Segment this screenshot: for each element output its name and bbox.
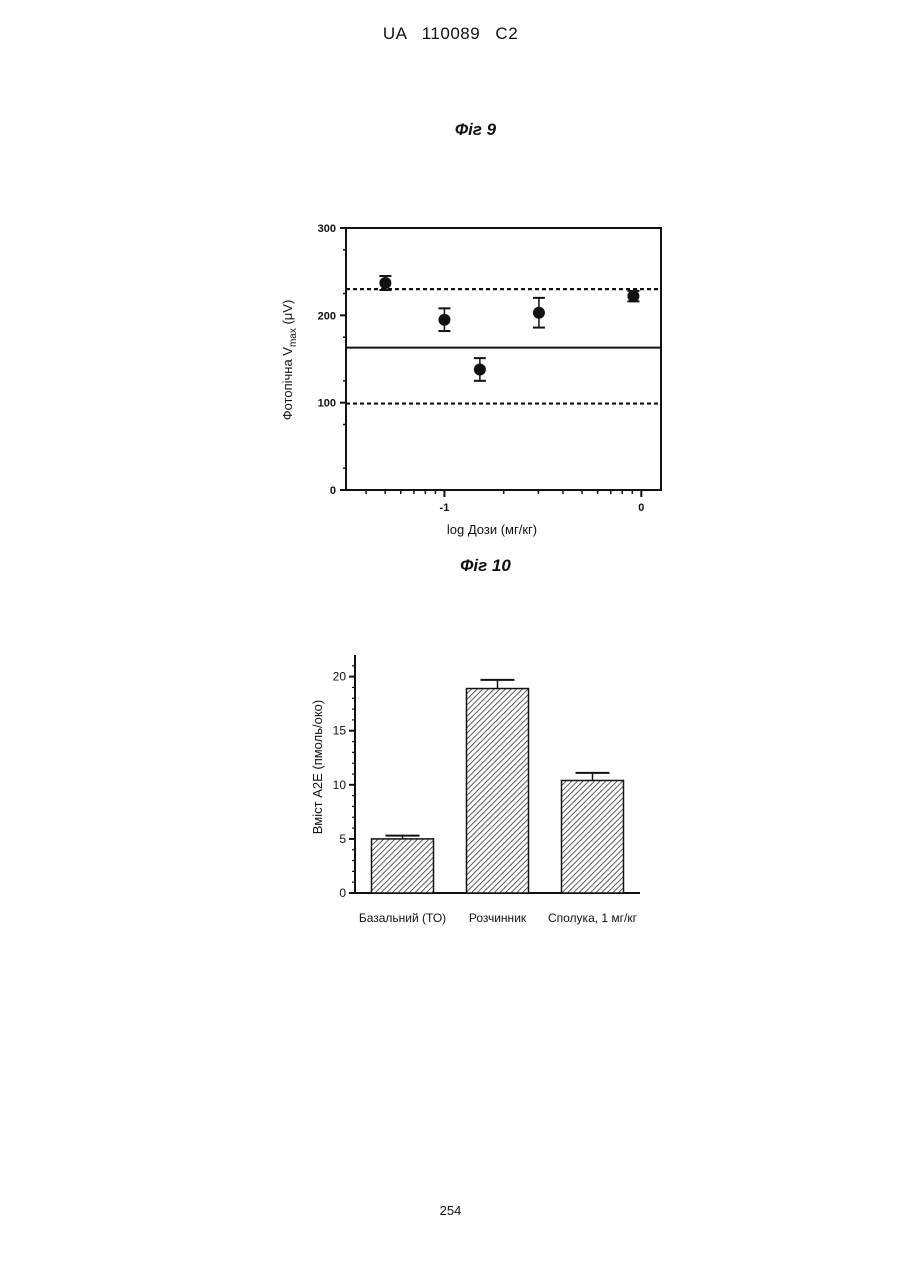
figure-9-scatter-chart: 0 100 200 300 -1 0 Фотопічна Vmax (μV) log Д… [270, 210, 680, 545]
data-point [533, 307, 545, 319]
x-tick-label: 0 [638, 502, 644, 514]
page-number: 254 [0, 1203, 901, 1218]
y-tick-label: 10 [333, 778, 347, 792]
figure-10-caption: Фіг 10 [35, 556, 901, 576]
category-label: Базальний (ТО) [359, 911, 446, 925]
bar [562, 780, 624, 893]
data-point [627, 290, 639, 302]
plot-frame [346, 228, 661, 490]
y-tick-label: 15 [333, 724, 347, 738]
bar [467, 689, 529, 893]
y-tick-label: 100 [318, 398, 336, 410]
y-tick-label: 0 [330, 485, 336, 497]
data-point [379, 277, 391, 289]
data-point [474, 363, 486, 375]
figure-10-bar-chart: 0 5 10 15 20 Базальний (ТО) Розчинник Сполука,… [300, 645, 660, 935]
y-tick-label: 0 [339, 886, 346, 900]
figure-9-caption: Фіг 9 [25, 120, 901, 140]
category-label: Розчинник [469, 911, 527, 925]
y-tick-label: 300 [318, 223, 336, 235]
x-tick-label: -1 [440, 502, 450, 514]
y-axis-label: Вміст A2E (пмоль/око) [310, 700, 325, 834]
bar [372, 839, 434, 893]
data-point [438, 314, 450, 326]
x-axis-label: log Дози (мг/кг) [447, 522, 537, 537]
y-tick-label: 5 [339, 832, 346, 846]
category-label: Сполука, 1 мг/кг [548, 911, 638, 925]
y-tick-label: 200 [318, 310, 336, 322]
y-axis-label: Фотопічна Vmax (μV) [280, 300, 299, 421]
patent-header: UA 110089 C2 [0, 24, 901, 44]
y-tick-label: 20 [333, 670, 347, 684]
